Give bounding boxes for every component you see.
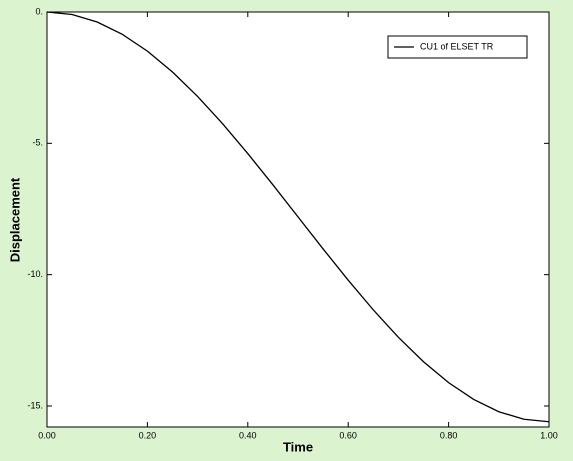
y-tick-label: 0. [35,6,43,16]
y-tick-label: -5. [32,138,43,148]
y-tick-label: -10. [27,269,43,279]
data-line [46,11,550,423]
y-axis-label: Displacement [7,177,22,262]
x-axis-label: Time [283,439,313,454]
y-tick-label: -15. [27,400,43,410]
x-tick-label: 0.60 [339,430,357,440]
x-tick-label: 0.00 [38,430,56,440]
legend-label: CU1 of ELSET TR [420,41,494,51]
legend-box [387,35,528,59]
plot-area [46,11,550,428]
x-tick-label: 0.20 [139,430,157,440]
x-tick-label: 0.40 [239,430,257,440]
x-tick-label: 1.00 [540,430,558,440]
x-tick-label: 0.80 [440,430,458,440]
